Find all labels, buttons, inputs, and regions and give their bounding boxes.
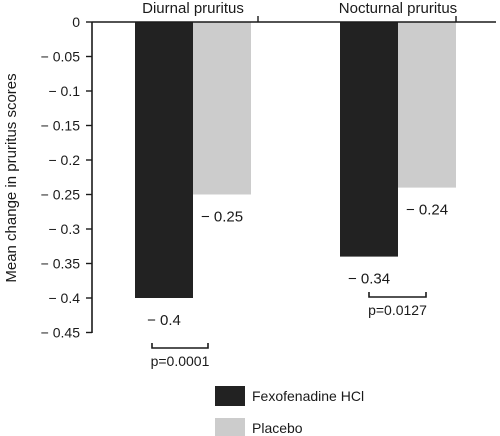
y-axis-label: Mean change in pruritus scores: [3, 73, 20, 282]
legend-swatch: [215, 418, 245, 436]
bars-layer: [135, 22, 456, 298]
category-label: Nocturnal pruritus: [339, 0, 457, 17]
bar-value-label: − 0.24: [406, 202, 448, 219]
bar-placebo-nocturnal: [398, 22, 456, 188]
y-tick-label: − 0.25: [41, 187, 81, 203]
y-tick-label: − 0.15: [41, 118, 81, 134]
y-ticks-layer: 0 − 0.05 − 0.1 − 0.15 − 0.2 − 0.25 − 0.3 − 0.35…: [41, 14, 92, 341]
y-tick-label: 0: [72, 14, 80, 30]
significance-bracket: [368, 292, 427, 298]
bar-value-label: − 0.34: [348, 271, 390, 288]
y-tick-label: − 0.35: [41, 256, 81, 272]
y-tick-label: − 0.45: [41, 325, 81, 341]
bar-value-label: − 0.25: [201, 209, 243, 226]
y-tick-label: − 0.3: [48, 221, 80, 237]
legend-label: Placebo: [252, 420, 303, 436]
bar-value-label: − 0.4: [147, 312, 181, 329]
y-tick-label: − 0.05: [41, 49, 81, 65]
p-value-label: p=0.0001: [151, 353, 210, 369]
category-label: Diurnal pruritus: [142, 0, 244, 17]
significance-bracket: [151, 343, 209, 349]
p-value-label: p=0.0127: [368, 302, 427, 318]
axes-layer: [91, 21, 496, 333]
bar-fexofenadine-nocturnal: [340, 22, 398, 257]
y-tick-label: − 0.4: [48, 290, 80, 306]
labels-layer: − 0.4 − 0.25 Diurnal pruritus p=0.0001 − 0.3…: [142, 0, 457, 369]
y-tick-label: − 0.2: [48, 152, 80, 168]
bar-fexofenadine-diurnal: [135, 22, 193, 298]
legend: Fexofenadine HCl Placebo: [215, 386, 364, 436]
legend-swatch: [215, 386, 245, 406]
y-tick-label: − 0.1: [48, 83, 80, 99]
legend-label: Fexofenadine HCl: [252, 388, 364, 404]
bar-placebo-diurnal: [193, 22, 251, 195]
